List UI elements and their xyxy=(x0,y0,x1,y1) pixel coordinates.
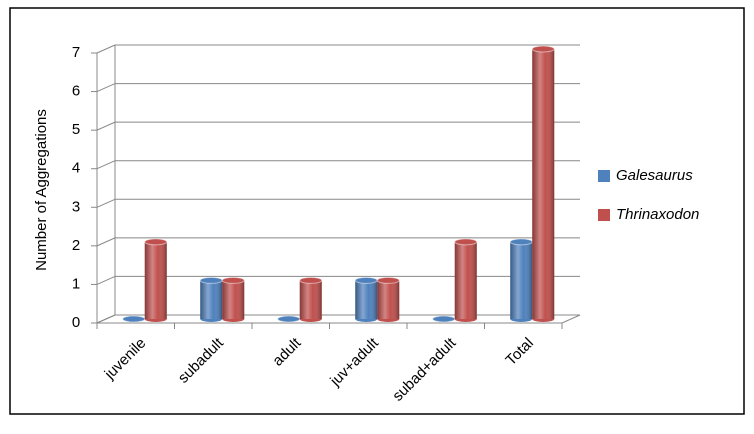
bar-shade xyxy=(377,280,400,319)
bar-shade xyxy=(532,49,555,319)
bar-group xyxy=(199,276,223,322)
grid-line xyxy=(96,237,116,247)
bar-cap xyxy=(376,276,400,284)
bar-cap xyxy=(277,315,301,323)
bar-cap xyxy=(122,315,146,323)
bar-group xyxy=(144,238,168,322)
legend-swatch xyxy=(598,209,610,221)
bar-cap xyxy=(299,276,323,284)
bar-cap xyxy=(509,238,533,246)
legend-label: Thrinaxodon xyxy=(616,206,699,223)
bar-group xyxy=(354,276,378,322)
bar-group xyxy=(432,315,456,323)
bar-cap xyxy=(144,238,168,246)
y-tick-label: 7 xyxy=(72,44,80,61)
bar-cap xyxy=(354,276,378,284)
legend-label: Galesaurus xyxy=(616,167,693,184)
bar-group xyxy=(454,238,478,322)
y-tick-label: 2 xyxy=(72,237,80,254)
floor xyxy=(96,314,581,324)
bar-shade xyxy=(144,241,167,319)
grid-line xyxy=(96,44,116,54)
y-tick-label: 0 xyxy=(72,314,80,331)
grid-line xyxy=(96,275,116,285)
y-axis-label: Number of Aggregations xyxy=(33,109,50,271)
y-tick-label: 5 xyxy=(72,121,80,138)
bar-shade xyxy=(222,280,245,319)
bar-shade xyxy=(355,280,378,319)
bar-group xyxy=(299,276,323,322)
bar-group xyxy=(376,276,400,322)
bar-group xyxy=(509,238,533,322)
bar-cap xyxy=(531,45,555,53)
bar-group xyxy=(277,315,301,323)
bar-group xyxy=(531,45,555,322)
bar-cap xyxy=(432,315,456,323)
bar-group xyxy=(221,276,245,322)
bar-cap xyxy=(199,276,223,284)
y-tick-label: 3 xyxy=(72,198,80,215)
bar-shade xyxy=(299,280,322,319)
bar-cap xyxy=(221,276,245,284)
y-tick-label: 1 xyxy=(72,275,80,292)
bar-group xyxy=(122,315,146,323)
legend-swatch xyxy=(598,170,610,182)
grid-line xyxy=(96,314,116,324)
bar-cap xyxy=(454,238,478,246)
y-tick-label: 4 xyxy=(72,160,80,177)
grid-line xyxy=(96,160,116,170)
grid-line xyxy=(96,83,116,93)
grid-line xyxy=(96,198,116,208)
chart-border xyxy=(9,7,745,415)
bar-shade xyxy=(510,241,533,319)
y-tick-label: 6 xyxy=(72,83,80,100)
bar-shade xyxy=(454,241,477,319)
bar-shade xyxy=(200,280,223,319)
grid-line xyxy=(96,121,116,131)
